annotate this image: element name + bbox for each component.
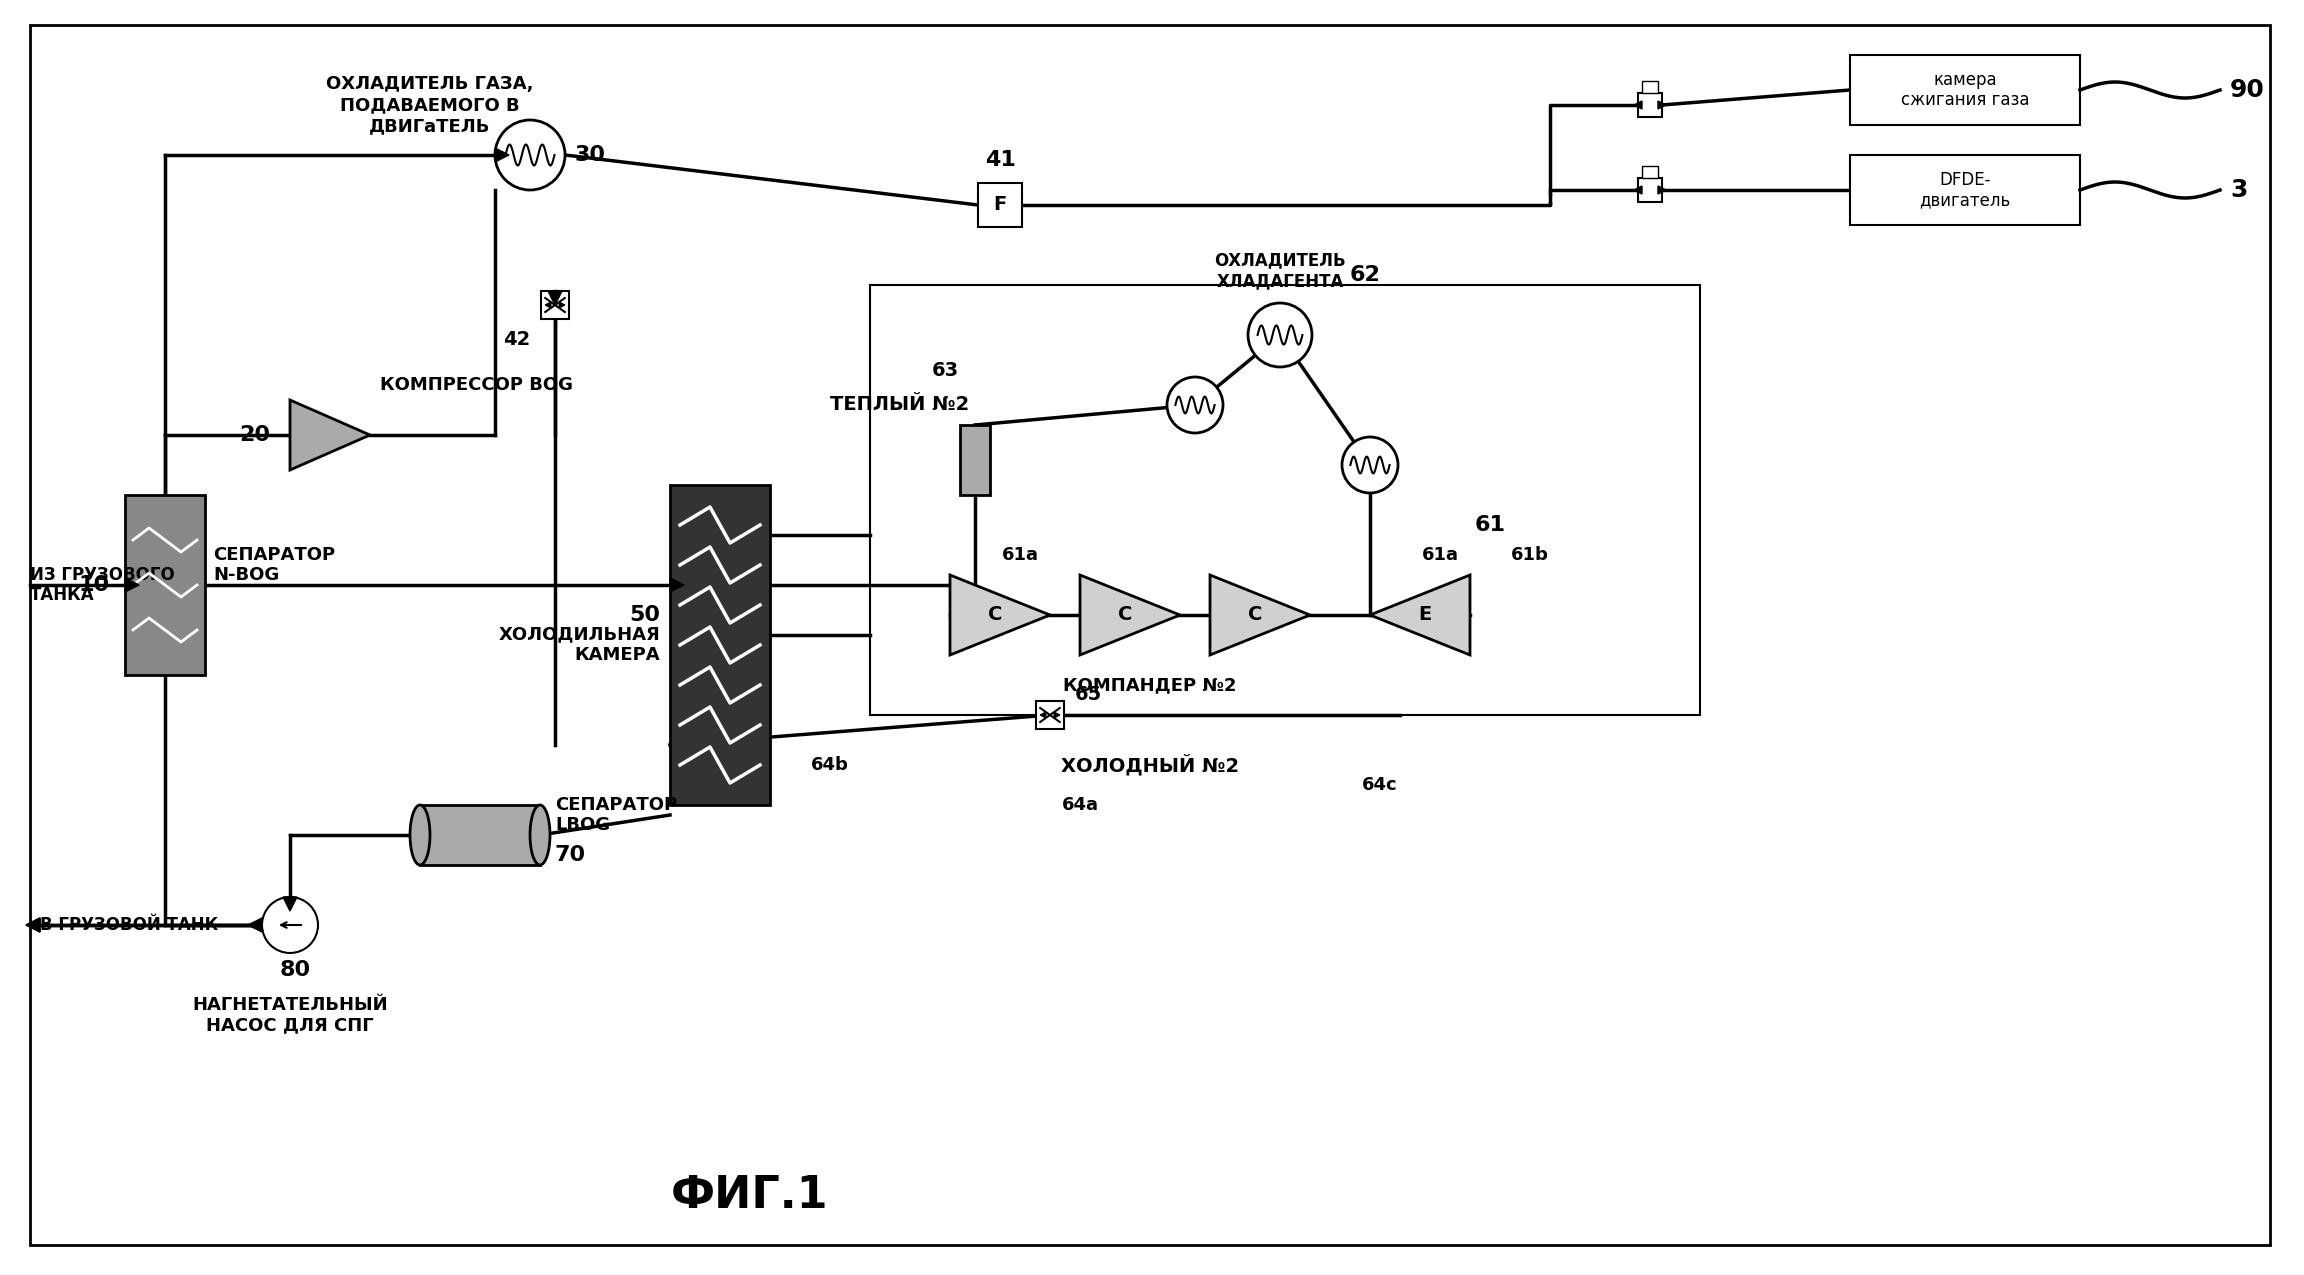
Bar (1638, 93, 1661, 117)
Text: КОМПРЕССОР BOG: КОМПРЕССОР BOG (380, 376, 574, 394)
Bar (871, 286, 1700, 715)
Bar (1643, 166, 1659, 178)
Text: C: C (988, 606, 1002, 625)
Text: 10: 10 (78, 575, 111, 595)
Bar (1638, 179, 1661, 201)
Polygon shape (249, 918, 263, 932)
Bar (1850, 55, 2081, 125)
Bar (1850, 156, 2081, 224)
Polygon shape (1634, 101, 1643, 108)
Text: 62: 62 (1350, 265, 1380, 286)
Circle shape (1341, 437, 1399, 493)
Text: 61b: 61b (1511, 546, 1548, 564)
Text: камера
сжигания газа: камера сжигания газа (1901, 70, 2030, 110)
Text: C: C (1249, 606, 1263, 625)
Text: 64c: 64c (1362, 776, 1399, 794)
Polygon shape (25, 918, 39, 932)
Polygon shape (548, 291, 562, 305)
Text: 61: 61 (1475, 515, 1505, 536)
Polygon shape (1081, 575, 1180, 655)
Bar (1037, 701, 1064, 729)
Text: ХОЛОДНЫЙ №2: ХОЛОДНЫЙ №2 (1060, 755, 1240, 775)
Polygon shape (1659, 101, 1666, 108)
Polygon shape (1039, 713, 1046, 718)
Polygon shape (1055, 713, 1060, 718)
Text: 90: 90 (2230, 78, 2265, 102)
Polygon shape (1210, 575, 1311, 655)
Bar (977, 184, 1023, 227)
Text: 64b: 64b (811, 756, 848, 774)
Bar (670, 484, 770, 805)
Text: 70: 70 (555, 845, 585, 864)
Polygon shape (546, 302, 551, 307)
Bar (961, 425, 991, 495)
Polygon shape (949, 575, 1051, 655)
Polygon shape (1371, 575, 1470, 655)
Polygon shape (124, 578, 138, 592)
Text: 42: 42 (502, 330, 530, 349)
Text: E: E (1419, 606, 1431, 625)
Text: 30: 30 (576, 145, 606, 164)
Polygon shape (283, 898, 297, 912)
Ellipse shape (410, 805, 431, 864)
Text: C: C (1117, 606, 1131, 625)
Text: ТЕПЛЫЙ №2: ТЕПЛЫЙ №2 (829, 395, 970, 414)
Text: 80: 80 (279, 960, 311, 980)
Text: ИЗ ГРУЗОВОГО
ТАНКА: ИЗ ГРУЗОВОГО ТАНКА (30, 566, 175, 604)
Text: КОМПАНДЕР №2: КОМПАНДЕР №2 (1062, 676, 1237, 694)
Bar (1643, 82, 1659, 93)
Text: 20: 20 (240, 425, 270, 445)
Text: В ГРУЗОВОЙ ТАНК: В ГРУЗОВОЙ ТАНК (39, 915, 219, 935)
Text: ОХЛАДИТЕЛЬ
ХЛАДАГЕНТА: ОХЛАДИТЕЛЬ ХЛАДАГЕНТА (1214, 251, 1346, 289)
Polygon shape (670, 578, 684, 592)
Polygon shape (495, 148, 509, 162)
Circle shape (1249, 303, 1311, 367)
Bar (124, 495, 205, 674)
Circle shape (1168, 377, 1223, 434)
Circle shape (263, 898, 318, 952)
Circle shape (495, 120, 564, 190)
Text: СЕПАРАТОР
N-BOG: СЕПАРАТОР N-BOG (212, 546, 334, 584)
Text: 3: 3 (2230, 179, 2246, 201)
Ellipse shape (530, 805, 551, 864)
Text: СЕПАРАТОР
LBOG: СЕПАРАТОР LBOG (555, 796, 677, 834)
Text: ХОЛОДИЛЬНАЯ
КАМЕРА: ХОЛОДИЛЬНАЯ КАМЕРА (498, 626, 659, 664)
Text: 50: 50 (629, 606, 659, 625)
Polygon shape (1634, 186, 1643, 194)
Text: 41: 41 (984, 150, 1016, 170)
Bar (419, 805, 539, 864)
Text: F: F (993, 195, 1007, 214)
Text: 61a: 61a (1422, 546, 1458, 564)
Text: 64a: 64a (1062, 796, 1099, 813)
Text: 61a: 61a (1002, 546, 1039, 564)
Text: DFDE-
двигатель: DFDE- двигатель (1919, 171, 2011, 209)
Text: ФИГ.1: ФИГ.1 (670, 1173, 829, 1216)
Polygon shape (560, 302, 564, 307)
Text: ОХЛАДИТЕЛЬ ГАЗА,
ПОДАВАЕМОГО В
ДВИГаТЕЛЬ: ОХЛАДИТЕЛЬ ГАЗА, ПОДАВАЕМОГО В ДВИГаТЕЛЬ (327, 75, 535, 135)
Polygon shape (25, 918, 39, 932)
Polygon shape (290, 400, 371, 470)
Polygon shape (1659, 186, 1666, 194)
Text: 65: 65 (1076, 686, 1101, 705)
Text: 63: 63 (931, 361, 958, 380)
Text: НАГНЕТАТЕЛЬНЫЙ
НАСОС ДЛЯ СПГ: НАГНЕТАТЕЛЬНЫЙ НАСОС ДЛЯ СПГ (191, 996, 387, 1034)
Bar (541, 291, 569, 319)
